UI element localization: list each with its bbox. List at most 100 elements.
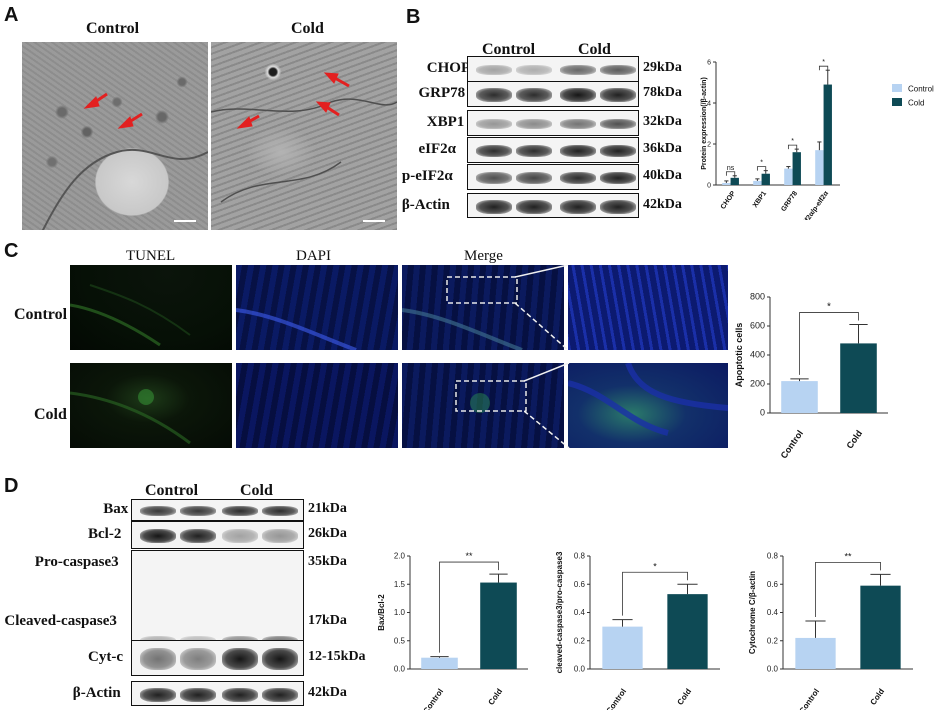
legend-label: Cold — [908, 99, 924, 108]
blot-protein-label: β-Actin — [72, 684, 121, 701]
blot-kda-label: 32kDa — [643, 114, 682, 129]
blot-strip — [131, 681, 304, 706]
blot-band — [180, 687, 216, 702]
bar — [761, 173, 770, 185]
y-tick-label: 0.2 — [767, 636, 779, 645]
bar — [840, 343, 877, 413]
blot-kda-label: 78kDa — [643, 85, 682, 100]
arrow-icon — [83, 92, 108, 109]
merge-image-control — [402, 265, 564, 350]
significance-label: ** — [844, 551, 852, 561]
x-tick-label: CHOP — [720, 190, 738, 211]
y-axis-label: Cytochrome C/β-actin — [748, 571, 757, 654]
blot-band — [140, 687, 176, 702]
significance-bracket — [787, 144, 798, 150]
y-tick-label: 2.0 — [394, 552, 406, 561]
significance-bracket — [818, 65, 829, 71]
legend-swatch — [892, 98, 902, 106]
blot-band — [140, 506, 176, 516]
y-tick-label: 200 — [750, 379, 765, 389]
blot-kda-label: 17kDa — [308, 613, 347, 628]
row-label-cold: Cold — [34, 406, 67, 423]
blot-kda-label: 21kDa — [308, 501, 347, 516]
bar — [730, 177, 739, 185]
arrow-icon — [117, 112, 143, 129]
blot-band — [140, 648, 176, 670]
blot-band — [262, 506, 298, 516]
arrow-icon — [315, 101, 340, 117]
panel-d-cold-label: Cold — [240, 482, 273, 499]
zoom-lines-control — [515, 265, 569, 351]
y-axis-label: Bax/Bcl-2 — [377, 594, 386, 631]
blot-band — [516, 172, 552, 184]
blot-band — [560, 65, 596, 75]
x-tick-label: Cold — [869, 687, 887, 707]
blot-band — [600, 172, 636, 184]
y-tick-label: 0.8 — [574, 552, 586, 561]
y-tick-label: 0.0 — [574, 665, 586, 674]
blot-band — [476, 172, 512, 184]
blot-protein-label: Pro-caspase3 — [34, 554, 119, 570]
blot-band — [476, 88, 512, 102]
row-label-control: Control — [14, 306, 68, 323]
x-tick-label: Control — [797, 687, 821, 710]
blot-protein-label: Bcl-2 — [88, 526, 122, 542]
blot-band — [180, 529, 216, 543]
blot-band — [560, 199, 596, 214]
panel-b-control-label: Control — [482, 41, 536, 58]
blot-band — [180, 648, 216, 670]
bar — [795, 637, 836, 669]
merge-image-cold — [402, 363, 564, 448]
blot-protein-label: p-eIF2α — [401, 168, 453, 184]
y-axis-label: cleaved-caspase3/pro-caspase3 — [555, 551, 564, 673]
panel-b-cold-label: Cold — [578, 41, 611, 58]
bar — [722, 182, 731, 185]
blot-band — [516, 199, 552, 214]
significance-label: * — [653, 561, 657, 571]
merge-zoom-cold — [568, 363, 728, 448]
blot-band — [516, 145, 552, 157]
blot-band — [600, 199, 636, 214]
legend-swatch — [892, 84, 902, 92]
panel-letter-a: A — [4, 4, 19, 26]
bar — [823, 84, 832, 185]
blot-kda-label: 35kDa — [308, 554, 347, 569]
panel-letter-b: B — [406, 6, 421, 28]
blot-band — [222, 506, 258, 516]
y-tick-label: 0.4 — [574, 608, 586, 617]
blot-strip — [467, 56, 639, 82]
dapi-image-control — [236, 265, 398, 350]
blot-protein-label: eIF2α — [418, 141, 457, 157]
blot-strip — [467, 193, 639, 218]
blot-protein-label: β-Actin — [401, 196, 450, 213]
blot-band — [476, 119, 512, 129]
x-tick-label: Control — [421, 687, 445, 710]
blot-kda-label: 26kDa — [308, 526, 347, 541]
significance-label: * — [791, 138, 794, 145]
significance-bracket — [439, 561, 499, 653]
y-tick-label: 0.8 — [767, 552, 779, 561]
bar — [753, 180, 762, 185]
blot-strip — [467, 81, 639, 107]
y-tick-label: 0.5 — [394, 636, 406, 645]
panel-letter-c: C — [4, 240, 19, 262]
dapi-image-cold — [236, 363, 398, 448]
arrow-icon — [323, 72, 350, 88]
blot-strip — [467, 110, 639, 136]
bar — [792, 152, 801, 185]
blot-band — [476, 145, 512, 157]
bar — [480, 582, 517, 669]
y-tick-label: 1.5 — [394, 580, 406, 589]
y-tick-label: 0.4 — [767, 608, 779, 617]
blot-strip — [467, 137, 639, 163]
blot-band — [262, 687, 298, 702]
significance-bracket — [799, 312, 859, 375]
y-tick-label: 4 — [707, 101, 711, 108]
x-tick-label: XBP1 — [752, 190, 768, 209]
blot-band — [262, 648, 298, 670]
significance-label: * — [760, 160, 763, 167]
bar — [815, 150, 824, 185]
y-tick-label: 0.6 — [574, 580, 586, 589]
blot-band — [600, 65, 636, 75]
x-tick-label: Cold — [676, 687, 694, 707]
